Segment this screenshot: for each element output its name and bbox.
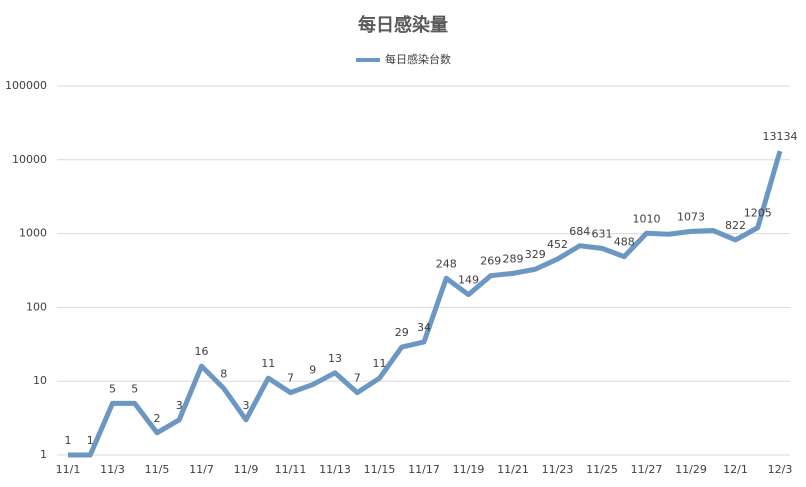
data-label: 9: [309, 364, 316, 377]
x-tick-label: 11/5: [145, 463, 170, 476]
data-line: [68, 150, 783, 458]
data-label: 2: [154, 412, 161, 425]
data-label: 329: [525, 248, 546, 261]
data-label: 13134: [763, 130, 798, 143]
data-label: 289: [503, 252, 524, 265]
x-tick-label: 11/19: [453, 463, 485, 476]
x-tick-label: 11/11: [275, 463, 307, 476]
data-label: 7: [354, 372, 361, 385]
x-tick-label: 11/23: [542, 463, 574, 476]
x-tick-label: 11/17: [408, 463, 440, 476]
data-label: 631: [592, 227, 613, 240]
x-tick-label: 11/13: [319, 463, 351, 476]
x-tick-label: 11/27: [631, 463, 663, 476]
data-label: 248: [436, 257, 457, 270]
data-label: 7: [287, 372, 294, 385]
data-label: 34: [417, 321, 431, 334]
data-label: 29: [395, 326, 409, 339]
x-tick-label: 11/7: [189, 463, 214, 476]
data-label: 1010: [633, 212, 661, 225]
data-label: 11: [261, 357, 275, 370]
y-tick-label: 100000: [5, 79, 47, 92]
y-tick-label: 10: [33, 374, 47, 387]
data-label: 269: [480, 255, 501, 268]
y-tick-label: 1: [40, 448, 47, 461]
x-tick-label: 11/21: [497, 463, 529, 476]
x-tick-label: 12/3: [768, 463, 793, 476]
data-label: 149: [458, 274, 479, 287]
data-label: 3: [243, 399, 250, 412]
data-label: 1205: [744, 207, 772, 220]
data-label: 8: [220, 367, 227, 380]
data-label: 5: [131, 382, 138, 395]
x-tick-label: 11/1: [56, 463, 81, 476]
data-label: 16: [195, 345, 209, 358]
data-label: 1: [87, 434, 94, 447]
data-label: 5: [109, 382, 116, 395]
chart-title: 每日感染量: [358, 14, 448, 36]
data-label: 1073: [677, 210, 705, 223]
data-label: 1: [65, 434, 72, 447]
data-label: 452: [547, 238, 568, 251]
data-label: 488: [614, 236, 635, 249]
data-label: 684: [569, 225, 590, 238]
x-tick-label: 12/1: [723, 463, 748, 476]
x-tick-label: 11/3: [100, 463, 125, 476]
y-tick-label: 100: [26, 300, 47, 313]
legend-label: 每日感染台数: [385, 52, 451, 66]
y-tick-label: 10000: [12, 153, 47, 166]
x-tick-label: 11/29: [675, 463, 707, 476]
x-tick-label: 11/9: [234, 463, 259, 476]
x-tick-label: 11/25: [586, 463, 618, 476]
x-tick-label: 11/15: [364, 463, 396, 476]
data-label: 822: [725, 219, 746, 232]
y-tick-label: 1000: [19, 227, 47, 240]
data-label: 13: [328, 352, 342, 365]
data-label: 11: [373, 357, 387, 370]
data-label: 3: [176, 399, 183, 412]
